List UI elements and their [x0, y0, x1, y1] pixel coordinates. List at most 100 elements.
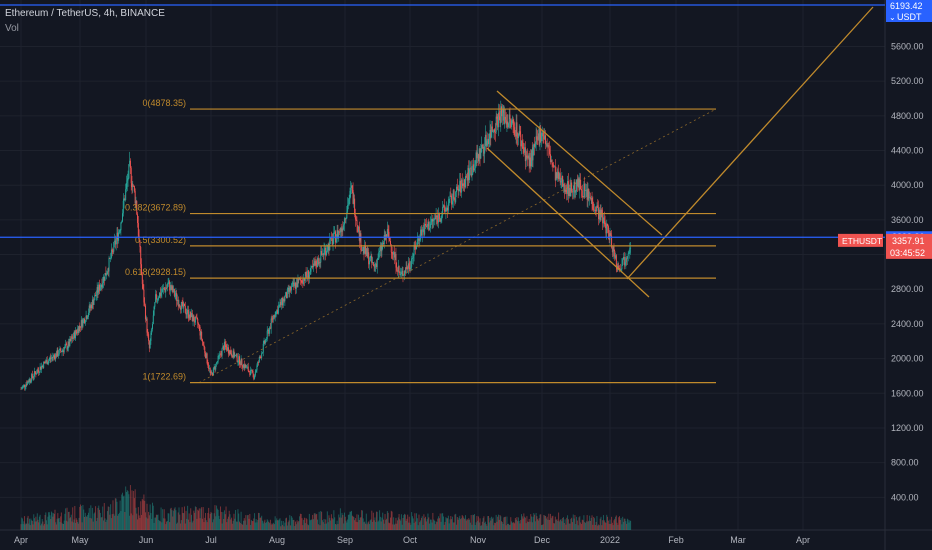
- volume-bar: [138, 515, 140, 530]
- volume-bar: [391, 511, 393, 530]
- volume-bar: [70, 517, 72, 530]
- candle-body: [370, 256, 372, 258]
- volume-bar: [169, 508, 171, 530]
- volume-bar: [45, 512, 47, 530]
- volume-bar: [567, 519, 569, 530]
- candle-body: [59, 348, 61, 350]
- candle-body: [243, 364, 245, 369]
- candle-body: [41, 366, 43, 370]
- volume-bar: [180, 520, 182, 530]
- candle-body: [373, 264, 375, 267]
- candle-body: [622, 259, 624, 265]
- volume-bar: [88, 508, 90, 530]
- volume-bar: [460, 519, 462, 530]
- volume-bar: [22, 524, 24, 530]
- volume-bar: [122, 492, 124, 530]
- candle-body: [229, 350, 231, 355]
- candle-body: [592, 203, 594, 209]
- candle-body: [339, 231, 341, 233]
- candle-body: [63, 348, 65, 353]
- candle-body: [449, 195, 451, 200]
- volume-bar: [184, 523, 186, 530]
- volume-bar: [124, 511, 126, 530]
- volume-bar: [275, 520, 277, 530]
- candle-body: [105, 273, 107, 276]
- candle-body: [276, 309, 278, 312]
- volume-bar: [183, 513, 185, 530]
- candle-body: [277, 309, 279, 314]
- candle-body: [422, 229, 424, 231]
- volume-bar: [270, 524, 272, 530]
- volume-bar: [501, 521, 503, 530]
- volume-bar: [413, 522, 415, 530]
- volume-bar: [53, 513, 55, 530]
- volume-bar: [210, 511, 212, 530]
- candle-body: [72, 338, 74, 339]
- candle-body: [629, 247, 631, 253]
- candle-body: [525, 155, 527, 162]
- volume-bar: [168, 513, 170, 530]
- volume-bar: [27, 515, 29, 530]
- volume-bar: [388, 522, 390, 530]
- candle-body: [618, 265, 620, 268]
- volume-bar: [67, 511, 69, 530]
- volume-bar: [356, 514, 358, 530]
- volume-bar: [34, 521, 36, 530]
- volume-bar: [91, 518, 93, 530]
- volume-bar: [629, 520, 631, 530]
- candle-body: [259, 356, 261, 358]
- candle-body: [279, 301, 281, 306]
- volume-bar: [566, 517, 568, 530]
- candle-body: [288, 288, 290, 292]
- volume-bar: [211, 512, 213, 530]
- candle-body: [147, 332, 149, 335]
- candle-body: [106, 274, 108, 276]
- volume-bar: [97, 507, 99, 530]
- candle-body: [194, 316, 196, 323]
- candle-body: [28, 378, 30, 383]
- candle-body: [144, 302, 146, 306]
- candle-body: [184, 305, 186, 313]
- volume-bar: [339, 508, 341, 530]
- candle-body: [576, 179, 578, 187]
- volume-bar: [589, 515, 591, 530]
- candle-body: [484, 134, 486, 147]
- volume-bar: [207, 513, 209, 530]
- candle-body: [501, 112, 503, 117]
- candle-body: [129, 160, 131, 169]
- volume-bar: [152, 502, 153, 530]
- volume-bar: [512, 522, 514, 530]
- volume-bar: [33, 518, 35, 530]
- candle-body: [334, 231, 336, 233]
- volume-bar: [406, 518, 408, 530]
- volume-bar: [132, 515, 134, 530]
- candle-body: [402, 270, 404, 276]
- candle-body: [104, 273, 106, 281]
- volume-bar: [98, 505, 100, 530]
- volume-bar: [572, 514, 574, 530]
- volume-bar: [155, 514, 157, 530]
- candle-body: [149, 340, 151, 349]
- candle-body: [135, 201, 137, 204]
- top-line-price-tag: [886, 0, 932, 11]
- volume-bar: [166, 520, 168, 530]
- volume-bar: [62, 523, 64, 530]
- candle-body: [223, 346, 225, 351]
- projection-line: [626, 6, 874, 280]
- candle-body: [340, 227, 342, 232]
- volume-bar: [26, 517, 28, 530]
- volume-bar: [149, 504, 151, 530]
- volume-bar: [183, 506, 185, 530]
- candle-body: [290, 286, 292, 291]
- candle-body: [255, 370, 257, 373]
- volume-bar: [48, 512, 50, 530]
- volume-bar: [416, 518, 418, 530]
- volume-bar: [148, 515, 150, 530]
- candle-body: [326, 250, 328, 252]
- candle-body: [570, 182, 572, 197]
- candle-body: [24, 386, 26, 388]
- volume-bar: [468, 518, 470, 530]
- volume-bar: [564, 519, 566, 530]
- candle-body: [574, 181, 576, 193]
